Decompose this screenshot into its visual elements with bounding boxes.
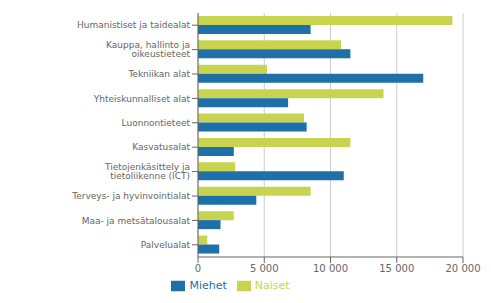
svg-text:5 000: 5 000	[250, 263, 279, 274]
svg-text:20 000: 20 000	[446, 263, 481, 274]
svg-text:Maa- ja metsätalousalat: Maa- ja metsätalousalat	[82, 216, 191, 226]
html-text:Miehet: Miehet	[189, 279, 227, 292]
svg-text:Luonnontieteet: Luonnontieteet	[122, 118, 191, 128]
svg-text:Palvelualat: Palvelualat	[141, 240, 191, 250]
svg-text:Kasvatusalat: Kasvatusalat	[132, 142, 190, 152]
svg-text:Kauppa, hallinto jaoikeustiete: Kauppa, hallinto jaoikeustieteet	[106, 40, 190, 59]
svg-text:Tietojenkäsittely jatietoliike: Tietojenkäsittely jatietoliikenne (ICT)	[104, 162, 190, 181]
svg-text:Tekniikan alat: Tekniikan alat	[127, 69, 190, 79]
html-text:Naiset: Naiset	[254, 279, 290, 292]
svg-text:15 000: 15 000	[379, 263, 414, 274]
svg-text:Yhteiskunnalliset alat: Yhteiskunnalliset alat	[93, 94, 191, 104]
svg-text:Terveys- ja hyvinvointialat: Terveys- ja hyvinvointialat	[71, 191, 190, 201]
svg-text:Humanistiset ja taidealat: Humanistiset ja taidealat	[77, 20, 190, 30]
svg-text:10 000: 10 000	[313, 263, 348, 274]
svg-text:0: 0	[195, 263, 201, 274]
